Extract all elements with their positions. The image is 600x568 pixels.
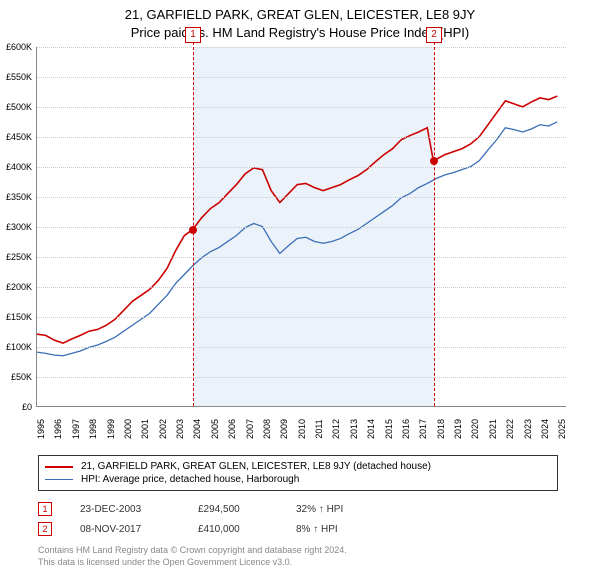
y-tick-label: £50K <box>11 372 32 382</box>
transaction-row: 1 23-DEC-2003 £294,500 32% ↑ HPI <box>38 499 600 519</box>
y-tick-label: £100K <box>6 342 32 352</box>
x-tick-label: 2022 <box>505 419 515 439</box>
title-block: 21, GARFIELD PARK, GREAT GLEN, LEICESTER… <box>0 0 600 45</box>
x-tick-label: 1995 <box>36 419 46 439</box>
series-line-hpi <box>37 122 557 356</box>
x-tick-label: 2005 <box>210 419 220 439</box>
x-tick-label: 2025 <box>557 419 567 439</box>
transaction-marker: 1 <box>38 502 52 516</box>
marker-dot <box>430 157 438 165</box>
series-line-price_paid <box>37 96 557 343</box>
legend-row: 21, GARFIELD PARK, GREAT GLEN, LEICESTER… <box>45 460 551 473</box>
x-tick-label: 2012 <box>331 419 341 439</box>
transaction-date: 08-NOV-2017 <box>80 524 170 535</box>
legend-row: HPI: Average price, detached house, Harb… <box>45 473 551 486</box>
marker-flag: 1 <box>185 27 201 43</box>
x-tick-label: 2011 <box>314 419 324 438</box>
x-tick-label: 2015 <box>384 419 394 439</box>
y-tick-label: £500K <box>6 102 32 112</box>
x-tick-label: 2010 <box>297 419 307 439</box>
chart-area: £0£50K£100K£150K£200K£250K£300K£350K£400… <box>36 47 596 427</box>
gridline <box>37 317 566 318</box>
gridline <box>37 77 566 78</box>
transaction-date: 23-DEC-2003 <box>80 504 170 515</box>
x-tick-label: 2003 <box>175 419 185 439</box>
title-subtitle: Price paid vs. HM Land Registry's House … <box>0 24 600 42</box>
x-tick-label: 2023 <box>523 419 533 439</box>
y-tick-label: £600K <box>6 42 32 52</box>
x-tick-label: 2006 <box>227 419 237 439</box>
marker-vline <box>434 27 435 406</box>
y-axis: £0 £50K £100K £150K £200K £250K £300K £350K £400… <box>0 47 34 427</box>
marker-flag: 2 <box>426 27 442 43</box>
transaction-row: 2 08-NOV-2017 £410,000 8% ↑ HPI <box>38 519 600 539</box>
x-tick-label: 2013 <box>349 419 359 439</box>
x-tick-label: 1999 <box>106 419 116 439</box>
plot-area: 12 <box>36 47 566 407</box>
x-tick-label: 1997 <box>71 419 81 439</box>
x-tick-label: 2014 <box>366 419 376 439</box>
footer-line2: This data is licensed under the Open Gov… <box>38 557 600 568</box>
marker-vline <box>193 27 194 406</box>
y-tick-label: £0 <box>22 402 32 412</box>
x-tick-label: 2021 <box>488 419 498 439</box>
x-tick-label: 2000 <box>123 419 133 439</box>
transaction-price: £410,000 <box>198 524 268 535</box>
transaction-marker: 2 <box>38 522 52 536</box>
gridline <box>37 287 566 288</box>
gridline <box>37 107 566 108</box>
y-tick-label: £350K <box>6 192 32 202</box>
chart-container: 21, GARFIELD PARK, GREAT GLEN, LEICESTER… <box>0 0 600 560</box>
legend-swatch <box>45 479 73 480</box>
y-tick-label: £300K <box>6 222 32 232</box>
y-tick-label: £250K <box>6 252 32 262</box>
x-tick-label: 2020 <box>470 419 480 439</box>
x-tick-label: 2009 <box>279 419 289 439</box>
x-tick-label: 2002 <box>158 419 168 439</box>
gridline <box>37 257 566 258</box>
x-tick-label: 2016 <box>401 419 411 439</box>
x-tick-label: 2001 <box>140 419 150 439</box>
gridline <box>37 47 566 48</box>
title-address: 21, GARFIELD PARK, GREAT GLEN, LEICESTER… <box>0 6 600 24</box>
y-tick-label: £450K <box>6 132 32 142</box>
gridline <box>37 197 566 198</box>
legend-label: 21, GARFIELD PARK, GREAT GLEN, LEICESTER… <box>81 461 431 472</box>
gridline <box>37 377 566 378</box>
transaction-pct: 8% ↑ HPI <box>296 524 376 535</box>
legend-label: HPI: Average price, detached house, Harb… <box>81 474 299 485</box>
y-tick-label: £200K <box>6 282 32 292</box>
x-tick-label: 2008 <box>262 419 272 439</box>
transaction-price: £294,500 <box>198 504 268 515</box>
x-tick-label: 2024 <box>540 419 550 439</box>
y-tick-label: £150K <box>6 312 32 322</box>
gridline <box>37 347 566 348</box>
gridline <box>37 167 566 168</box>
transaction-table: 1 23-DEC-2003 £294,500 32% ↑ HPI 2 08-NOV-201… <box>38 499 600 539</box>
x-tick-label: 2007 <box>245 419 255 439</box>
marker-dot <box>189 226 197 234</box>
legend-swatch <box>45 466 73 468</box>
gridline <box>37 137 566 138</box>
x-tick-label: 2017 <box>418 419 428 439</box>
footer-line1: Contains HM Land Registry data © Crown c… <box>38 545 600 557</box>
x-tick-label: 2018 <box>436 419 446 439</box>
legend-box: 21, GARFIELD PARK, GREAT GLEN, LEICESTER… <box>38 455 558 491</box>
x-axis: 1995199619971998199920002001200220032004… <box>36 429 566 449</box>
x-tick-label: 1998 <box>88 419 98 439</box>
x-tick-label: 2004 <box>192 419 202 439</box>
x-tick-label: 2019 <box>453 419 463 439</box>
gridline <box>37 227 566 228</box>
y-tick-label: £550K <box>6 72 32 82</box>
y-tick-label: £400K <box>6 162 32 172</box>
x-tick-label: 1996 <box>53 419 63 439</box>
transaction-pct: 32% ↑ HPI <box>296 504 376 515</box>
footer-text: Contains HM Land Registry data © Crown c… <box>38 545 600 568</box>
